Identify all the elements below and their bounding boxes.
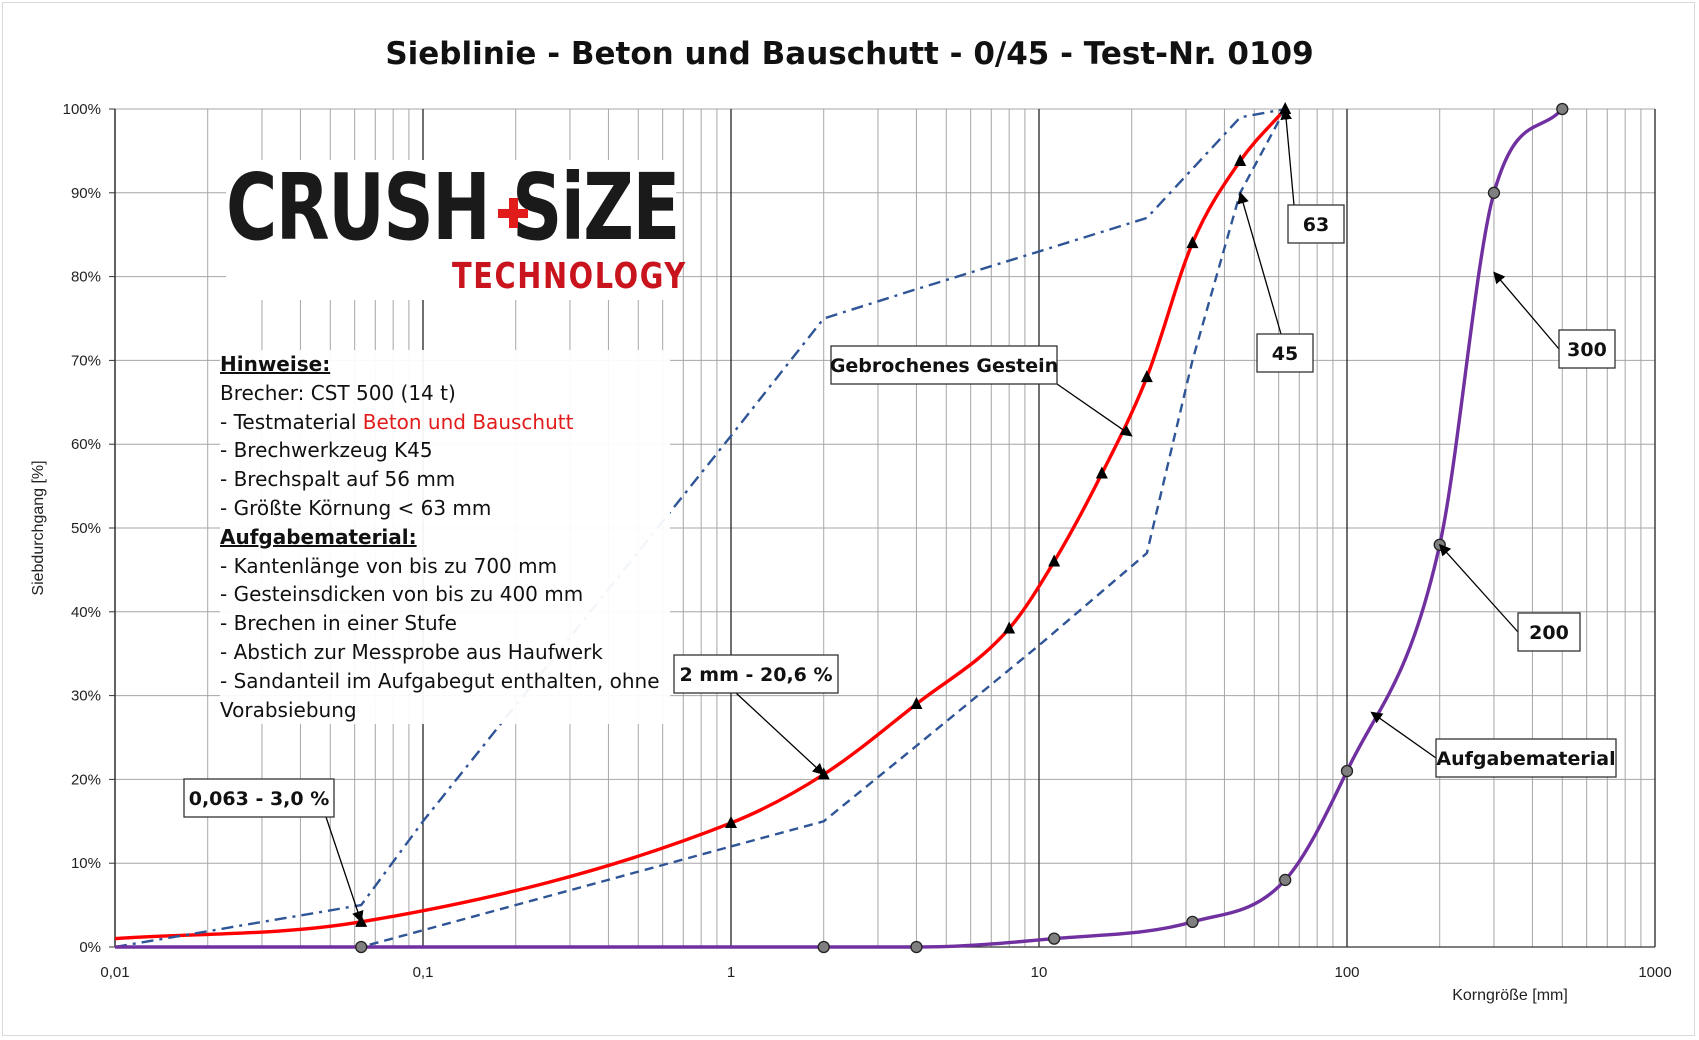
notes-line: - Abstich zur Messprobe aus Haufwerk (220, 639, 603, 664)
y-tick-label: 30% (71, 688, 101, 705)
x-tick-label: 1 (727, 964, 735, 981)
data-point-marker (1556, 102, 1569, 116)
data-point-marker (725, 815, 737, 828)
notes-line: - Gesteinsdicken von bis zu 400 mm (220, 582, 584, 607)
data-point-marker (1487, 186, 1501, 199)
notes-highlight-material: Beton und Bauschutt (362, 409, 574, 434)
logo-plus-icon (498, 198, 528, 228)
x-tick-label: 100 (1334, 964, 1359, 981)
data-point-marker (910, 940, 923, 954)
notes-line: - Testmaterial Beton und Bauschutt (220, 408, 670, 437)
notes-line: Vorabsiebung (220, 697, 357, 722)
x-tick-label: 0,01 (100, 964, 129, 981)
data-point-marker (1186, 915, 1199, 929)
annotation-label: 300 (1567, 339, 1607, 361)
annotation-box (673, 654, 839, 694)
y-tick-label: 50% (71, 520, 101, 537)
tick-labels: 0% 10% 20% 30% 40% 50% 60% 70% 80% 90% 100% 0,01 0,1… (63, 101, 1672, 981)
annotation-arrow (1056, 383, 1133, 437)
series-line-1 (114, 107, 1287, 941)
y-tick-label: 60% (71, 436, 101, 453)
annotation-box (1517, 612, 1581, 652)
data-point-marker (910, 696, 923, 709)
y-tick-label: 20% (71, 771, 101, 788)
notes-line: - Größte Körnung < 63 mm (220, 495, 492, 520)
annotation-box (1287, 204, 1345, 244)
y-axis-title: Siebdurchgang [%] (30, 460, 47, 595)
series-line-3 (114, 107, 1286, 949)
data-point-marker (1048, 932, 1061, 945)
y-tick-label: 70% (71, 352, 101, 369)
logo-subtitle: TECHNOLOGY (452, 256, 687, 297)
data-point-marker (1340, 764, 1354, 778)
y-tick-label: 10% (71, 855, 101, 872)
data-point-marker (1186, 236, 1199, 249)
data-point-marker (1279, 873, 1292, 887)
y-tick-label: 40% (71, 604, 101, 621)
y-tick-label: 0% (79, 939, 101, 956)
notes-line: - Kantenlänge von bis zu 700 mm (220, 553, 558, 578)
markers-layer (355, 102, 1569, 954)
series-line-2 (115, 108, 1287, 949)
data-point-marker (1095, 466, 1108, 479)
notes-line: Brecher: CST 500 (14 t) (220, 380, 456, 405)
y-tick-label: 80% (71, 269, 101, 286)
notes-heading-hinweise: Hinweise: (220, 352, 331, 376)
annotation-label: 45 (1272, 343, 1298, 365)
data-point-marker (1003, 621, 1016, 634)
annotation-arrow (325, 816, 364, 923)
notes-line: - Brechwerkzeug K45 (220, 438, 433, 463)
notes-line: - Brechspalt auf 56 mm (220, 467, 456, 492)
annotation-label: 200 (1529, 622, 1569, 644)
data-point-marker (1048, 554, 1061, 567)
chart-title: Sieblinie - Beton und Bauschutt - 0/45 -… (385, 36, 1314, 72)
annotation-box (1435, 738, 1617, 778)
crush-size-logo: CRUSH SiZE TECHNOLOGY (226, 154, 685, 300)
annotation-label: 0,063 - 3,0 % (189, 788, 330, 810)
annotation-layer: 63 45 300 200 Aufgabematerial Gebrochenes Ges… (183, 107, 1617, 923)
data-point-marker (1140, 370, 1153, 383)
annotation-arrow (1438, 543, 1519, 633)
annotation-arrow (1370, 711, 1437, 759)
y-tick-label: 100% (63, 101, 101, 118)
notes-line: - Sandanteil im Aufgabegut enthalten, oh… (220, 668, 660, 693)
annotation-arrow (1280, 107, 1295, 206)
logo-wordmark: CRUSH SiZE (226, 154, 680, 261)
annotation-label: Aufgabematerial (1436, 748, 1615, 770)
x-tick-label: 10 (1031, 964, 1048, 981)
annotation-box (1256, 333, 1314, 373)
data-point-marker (1234, 153, 1247, 166)
annotation-box (830, 345, 1058, 385)
y-tick-label: 90% (71, 185, 101, 202)
x-tick-label: 0,1 (413, 964, 434, 981)
annotation-label: Gebrochenes Gestein (830, 355, 1058, 377)
annotation-arrow (1237, 191, 1282, 335)
x-tick-label: 1000 (1638, 964, 1671, 981)
data-point-marker (817, 940, 830, 954)
annotation-label: 63 (1303, 214, 1329, 236)
annotation-label: 2 mm - 20,6 % (679, 664, 832, 686)
annotation-box (183, 778, 335, 818)
notes-line-prefix: - Testmaterial (220, 409, 363, 434)
annotation-box (1558, 329, 1616, 369)
x-axis-title: Korngröße [mm] (1452, 987, 1568, 1004)
notes-line: - Brechen in einer Stufe (220, 611, 457, 636)
annotation-arrow (1493, 271, 1560, 350)
annotation-arrow (735, 692, 825, 776)
notes-panel: Hinweise: Brecher: CST 500 (14 t) - Test… (220, 350, 670, 725)
data-point-marker (355, 940, 368, 954)
notes-heading-aufgabematerial: Aufgabematerial: (220, 524, 417, 549)
